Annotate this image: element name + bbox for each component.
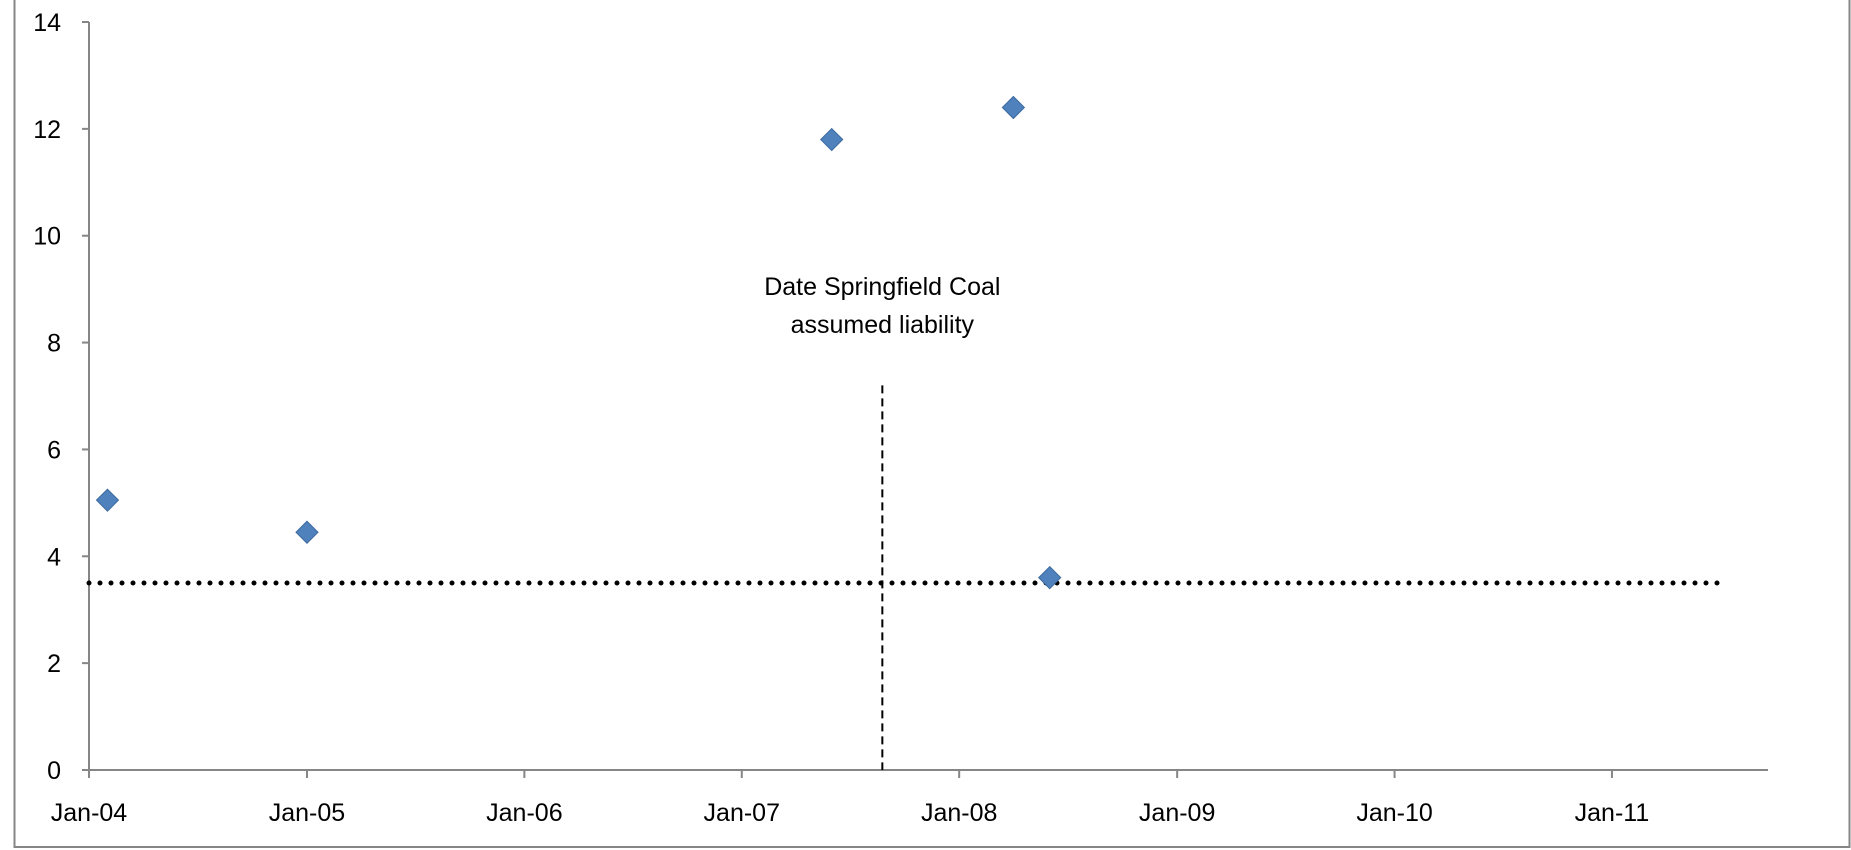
x-tick-label: Jan-08 bbox=[921, 799, 997, 827]
axes bbox=[88, 22, 1768, 771]
x-tick-label: Jan-10 bbox=[1356, 799, 1432, 827]
y-tick-label: 14 bbox=[33, 9, 61, 37]
data-points bbox=[95, 95, 1062, 590]
data-point-diamond bbox=[295, 520, 319, 544]
chart-border bbox=[13, 0, 1851, 848]
y-tick-label: 12 bbox=[33, 116, 61, 144]
data-point-diamond bbox=[95, 488, 120, 512]
y-tick-label: 10 bbox=[33, 223, 61, 251]
data-point-diamond bbox=[1001, 95, 1026, 120]
x-tick-label: Jan-04 bbox=[51, 799, 128, 827]
y-tick-label: 0 bbox=[47, 757, 61, 785]
y-tick-label: 2 bbox=[47, 650, 61, 678]
data-point-diamond bbox=[820, 127, 844, 152]
reference-lines bbox=[86, 385, 1723, 770]
annotations: Date Springfield Coal assumed liability bbox=[764, 273, 1000, 339]
x-tick-label: Jan-06 bbox=[486, 799, 562, 827]
x-tick-label: Jan-05 bbox=[269, 799, 345, 827]
annotation-text-line: Date Springfield Coal bbox=[764, 273, 1000, 301]
x-tick-label: Jan-11 bbox=[1575, 799, 1650, 827]
x-tick-label: Jan-07 bbox=[704, 799, 780, 827]
x-axis-ticks: Jan-04 Jan-05 Jan-06 Jan-07 Jan-08 Jan-09 Jan-… bbox=[51, 770, 1649, 827]
data-point-diamond bbox=[1037, 565, 1062, 590]
y-tick-label: 8 bbox=[47, 330, 61, 358]
annotation-text-line: assumed liability bbox=[791, 311, 975, 339]
x-tick-label: Jan-09 bbox=[1139, 799, 1215, 827]
y-tick-label: 6 bbox=[47, 436, 61, 464]
y-tick-label: 4 bbox=[47, 543, 61, 571]
y-axis-ticks: 0 2 4 6 8 10 12 14 bbox=[33, 9, 89, 785]
